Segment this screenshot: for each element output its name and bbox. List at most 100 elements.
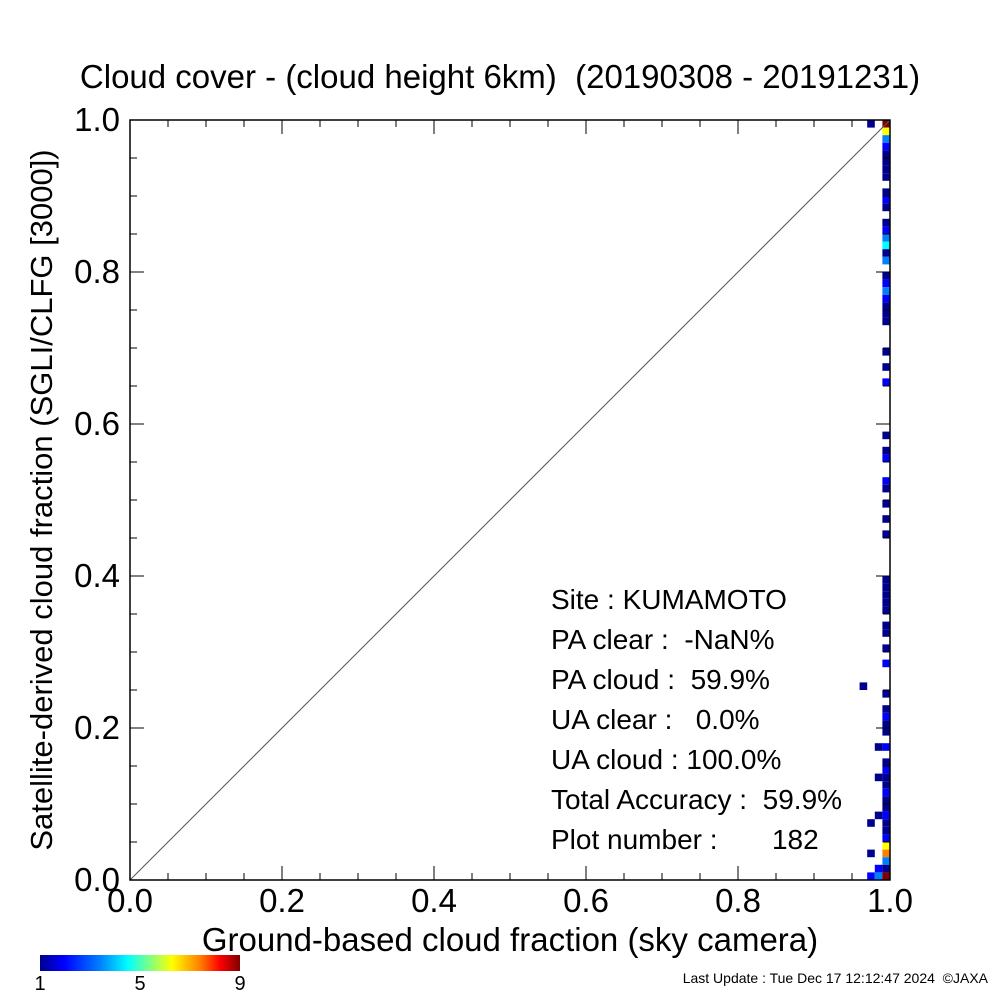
heatmap-cell — [882, 203, 890, 212]
x-tick-label: 0.8 — [715, 882, 761, 919]
heatmap-cell — [882, 834, 890, 842]
x-tick-label: 0.2 — [259, 882, 305, 919]
heatmap-cell — [882, 720, 890, 728]
heatmap-cell — [882, 728, 890, 736]
y-tick-label: 0.8 — [74, 253, 120, 290]
heatmap-cell — [882, 188, 890, 196]
heatmap-cell — [859, 682, 868, 690]
heatmap-cell — [882, 279, 890, 288]
colorbar-tick-label: 1 — [34, 973, 46, 995]
colorbar-tick-label: 5 — [134, 973, 146, 995]
x-tick-label: 0.0 — [107, 882, 153, 919]
heatmap-cell — [882, 135, 890, 143]
heatmap-cell — [882, 272, 890, 280]
heatmap-cell — [882, 864, 890, 873]
heatmap-cell — [882, 796, 890, 804]
x-tick-label: 1.0 — [867, 882, 913, 919]
heatmap-cell — [882, 226, 890, 234]
heatmap-cell — [882, 788, 890, 797]
heatmap-cell — [882, 142, 890, 151]
heatmap-cell — [882, 712, 890, 721]
ua-clear-label: UA clear : 0.0% — [551, 704, 760, 735]
heatmap-cell — [882, 705, 890, 713]
heatmap-cell — [882, 484, 890, 493]
heatmap-cell — [882, 530, 890, 538]
heatmap-cell — [882, 857, 890, 865]
ua-cloud-label: UA cloud : 100.0% — [551, 744, 782, 775]
heatmap-cell — [882, 766, 890, 774]
heatmap-cell — [882, 348, 890, 356]
heatmap-cell — [874, 773, 883, 782]
total-accuracy-label: Total Accuracy : 59.9% — [551, 784, 843, 815]
heatmap-cell — [882, 826, 890, 835]
plot-frame — [129, 119, 891, 881]
heatmap-cell — [882, 872, 890, 880]
y-tick-label: 0.6 — [74, 405, 120, 442]
heatmap-cell — [867, 849, 875, 858]
heatmap-cells — [859, 120, 890, 880]
heatmap-cell — [882, 576, 890, 584]
last-update-footer: Last Update : Tue Dec 17 12:12:47 2024 ©… — [682, 970, 988, 986]
plot-number-label: Plot number : 182 — [551, 824, 819, 855]
heatmap-cell — [867, 120, 875, 128]
statistics-panel: Site : KUMAMOTO PA clear : -NaN% PA clou… — [551, 580, 842, 860]
heatmap-cell — [882, 317, 890, 326]
heatmap-cell — [874, 743, 883, 751]
heatmap-cell — [882, 196, 890, 204]
y-axis-label: Satellite-derived cloud fraction (SGLI/C… — [24, 149, 59, 851]
x-tick-label: 0.6 — [563, 882, 609, 919]
y-tick-label: 1.0 — [74, 101, 120, 138]
heatmap-cell — [882, 241, 890, 250]
pa-cloud-label: PA cloud : 59.9% — [551, 664, 770, 695]
site-label: Site : KUMAMOTO — [551, 584, 787, 615]
heatmap-cell — [882, 842, 890, 850]
heatmap-cell — [882, 173, 890, 181]
heatmap-cell — [882, 659, 890, 668]
heatmap-cell — [874, 864, 883, 873]
heatmap-cell — [882, 644, 890, 652]
pa-clear-label: PA clear : -NaN% — [551, 624, 775, 655]
heatmap-cell — [882, 310, 890, 318]
heatmap-cell — [882, 583, 890, 592]
heatmap-cell — [882, 598, 890, 607]
heatmap-cell — [882, 781, 890, 789]
y-tick-label: 0.2 — [74, 709, 120, 746]
heatmap-cell — [882, 804, 890, 812]
x-axis-label: Ground-based cloud fraction (sky camera) — [201, 921, 819, 958]
heatmap-cell — [882, 743, 890, 751]
chart-title: Cloud cover - (cloud height 6km) (201903… — [79, 58, 921, 95]
heatmap-cell — [882, 431, 890, 440]
heatmap-cell — [867, 872, 875, 880]
colorbar — [40, 955, 240, 971]
heatmap-cell — [882, 150, 890, 158]
heatmap-cell — [882, 454, 890, 462]
heatmap-cell — [882, 591, 890, 599]
heatmap-cell — [882, 621, 890, 630]
heatmap-cell — [882, 811, 890, 820]
heatmap-cell — [882, 287, 890, 295]
heatmap-cell — [882, 294, 890, 303]
heatmap-cell — [882, 234, 890, 242]
heatmap-cell — [882, 218, 890, 227]
heatmap-cell — [882, 302, 890, 310]
heatmap-cell — [882, 819, 890, 827]
heatmap-cell — [882, 378, 890, 386]
colorbar-tick-label: 9 — [234, 973, 246, 995]
heatmap-cell — [882, 606, 890, 614]
heatmap-cell — [882, 363, 890, 371]
heatmap-cell — [882, 758, 890, 766]
heatmap-cell — [882, 773, 890, 782]
y-tick-label: 0.0 — [74, 861, 120, 898]
heatmap-cell — [882, 515, 890, 523]
heatmap-cell — [874, 872, 883, 880]
heatmap-cell — [867, 819, 875, 827]
heatmap-cell — [874, 811, 883, 820]
heatmap-cell — [882, 158, 890, 166]
heatmap-cell — [882, 629, 890, 637]
one-to-one-line — [129, 119, 891, 881]
heatmap-cell — [882, 849, 890, 858]
y-tick-label: 0.4 — [74, 557, 120, 594]
heatmap-cell — [882, 477, 890, 485]
heatmap-cell — [882, 446, 890, 455]
